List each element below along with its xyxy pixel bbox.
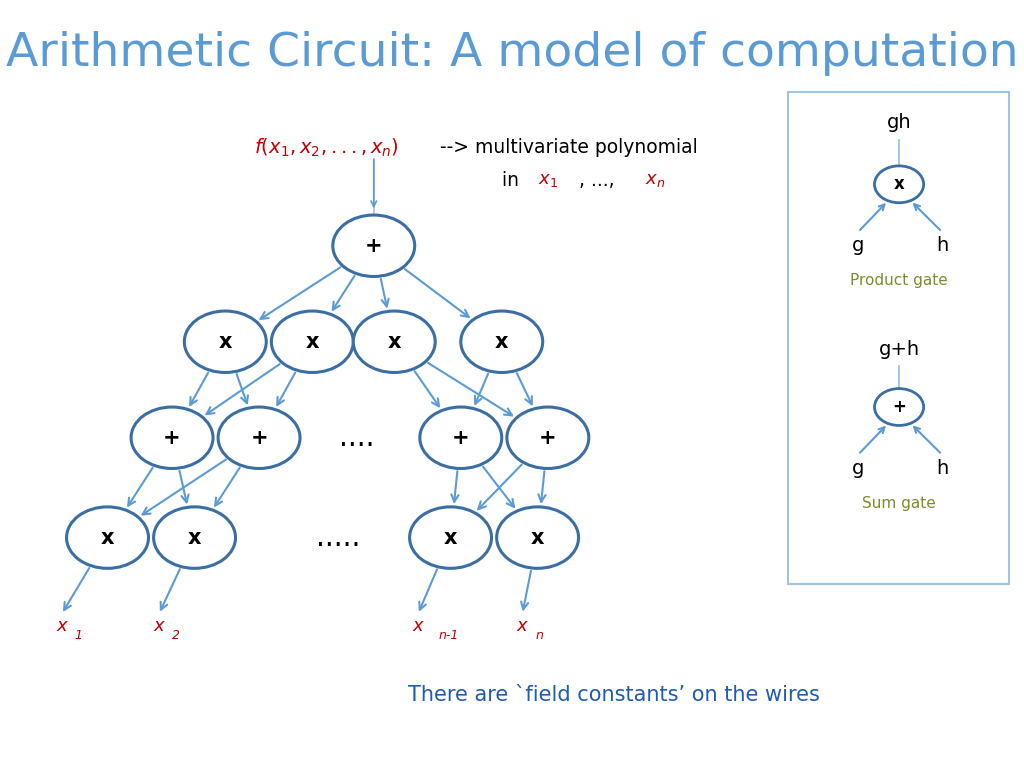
Text: x: x bbox=[218, 332, 232, 352]
Text: x: x bbox=[495, 332, 509, 352]
Text: x: x bbox=[56, 617, 67, 635]
Text: Arithmetic Circuit: A model of computation: Arithmetic Circuit: A model of computati… bbox=[6, 31, 1018, 76]
Text: x: x bbox=[187, 528, 202, 548]
Text: 2: 2 bbox=[172, 630, 180, 642]
Text: Sum gate: Sum gate bbox=[862, 495, 936, 511]
Circle shape bbox=[184, 311, 266, 372]
Text: g+h: g+h bbox=[879, 340, 920, 359]
Circle shape bbox=[333, 215, 415, 276]
Circle shape bbox=[154, 507, 236, 568]
Circle shape bbox=[218, 407, 300, 468]
Text: n-1: n-1 bbox=[438, 630, 459, 642]
Text: x: x bbox=[387, 332, 401, 352]
Text: +: + bbox=[365, 236, 383, 256]
Text: .....: ..... bbox=[315, 524, 360, 551]
Text: 1: 1 bbox=[75, 630, 83, 642]
Text: +: + bbox=[539, 428, 557, 448]
Text: $x_1$: $x_1$ bbox=[538, 171, 558, 190]
Text: +: + bbox=[250, 428, 268, 448]
Text: h: h bbox=[936, 237, 948, 255]
Circle shape bbox=[131, 407, 213, 468]
Circle shape bbox=[874, 389, 924, 425]
Circle shape bbox=[461, 311, 543, 372]
Circle shape bbox=[271, 311, 353, 372]
Text: g: g bbox=[852, 459, 864, 478]
Text: $x_n$: $x_n$ bbox=[645, 171, 666, 190]
Text: +: + bbox=[163, 428, 181, 448]
Text: gh: gh bbox=[887, 114, 911, 132]
Text: +: + bbox=[892, 398, 906, 416]
Text: x: x bbox=[305, 332, 319, 352]
Text: h: h bbox=[936, 459, 948, 478]
Circle shape bbox=[353, 311, 435, 372]
Text: ....: .... bbox=[339, 424, 374, 452]
Text: x: x bbox=[100, 528, 115, 548]
Circle shape bbox=[420, 407, 502, 468]
Text: x: x bbox=[413, 617, 423, 635]
Text: in: in bbox=[502, 171, 524, 190]
Text: g: g bbox=[852, 237, 864, 255]
Text: --> multivariate polynomial: --> multivariate polynomial bbox=[440, 138, 698, 157]
Text: x: x bbox=[517, 617, 527, 635]
Text: $f(x_1, x_2, ..., x_n)$: $f(x_1, x_2, ..., x_n)$ bbox=[254, 136, 398, 159]
Circle shape bbox=[507, 407, 589, 468]
Circle shape bbox=[874, 166, 924, 203]
Text: , ...,: , ..., bbox=[579, 171, 621, 190]
FancyBboxPatch shape bbox=[788, 92, 1009, 584]
Text: x: x bbox=[894, 175, 904, 194]
Text: +: + bbox=[452, 428, 470, 448]
Text: x: x bbox=[443, 528, 458, 548]
Circle shape bbox=[67, 507, 148, 568]
Text: x: x bbox=[154, 617, 164, 635]
Circle shape bbox=[497, 507, 579, 568]
Text: There are `field constants’ on the wires: There are `field constants’ on the wires bbox=[409, 685, 820, 705]
Text: x: x bbox=[530, 528, 545, 548]
Text: n: n bbox=[536, 630, 544, 642]
Circle shape bbox=[410, 507, 492, 568]
Text: Product gate: Product gate bbox=[850, 273, 948, 288]
